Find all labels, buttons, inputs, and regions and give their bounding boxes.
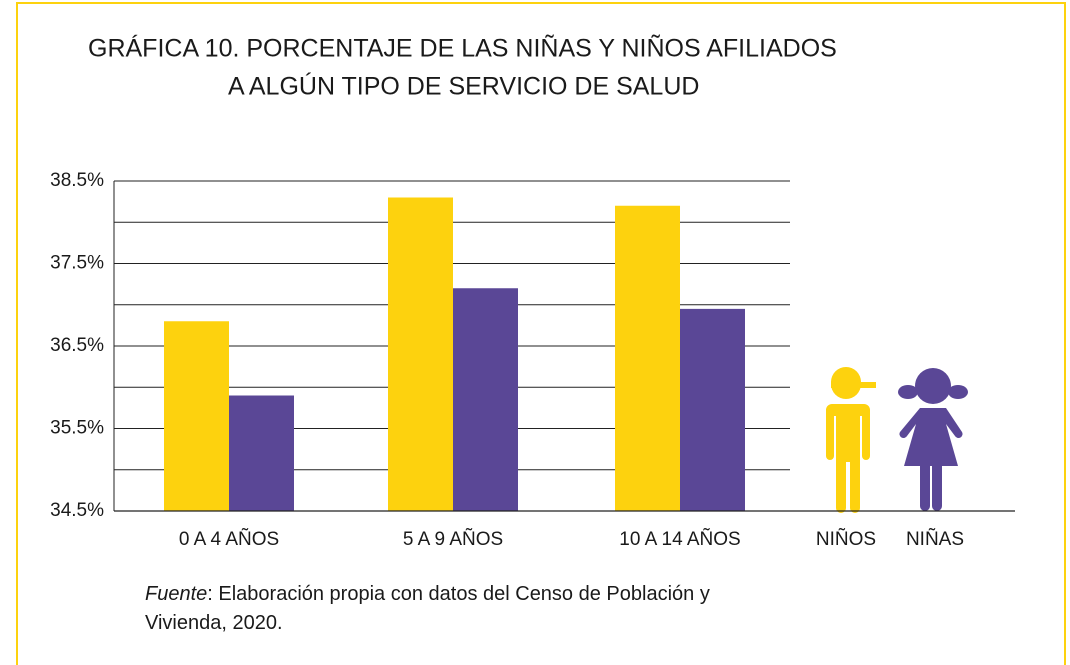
- legend-icon: [826, 367, 876, 513]
- y-tick-label: 34.5%: [50, 500, 104, 521]
- chart-title: GRÁFICA 10. PORCENTAJE DE LAS NIÑAS Y NI…: [88, 34, 837, 63]
- chart-title: A ALGÚN TIPO DE SERVICIO DE SALUD: [228, 72, 699, 101]
- source: Fuente: Elaboración propia con datos del…: [145, 580, 745, 638]
- bar: [164, 321, 229, 511]
- legend-icon: [898, 368, 968, 511]
- source-label: Fuente: [145, 583, 208, 605]
- legend-label: NIÑAS: [906, 528, 964, 550]
- source-text: : Elaboración propia con datos del Censo…: [145, 583, 710, 634]
- legend-label: NIÑOS: [816, 528, 876, 550]
- legend-icons: [826, 367, 968, 513]
- x-tick-label: 10 A 14 AÑOS: [619, 528, 740, 550]
- bar: [615, 205, 680, 511]
- bar: [229, 395, 294, 511]
- bar: [388, 197, 453, 511]
- frame: [16, 2, 1066, 665]
- bar: [680, 308, 745, 511]
- y-tick-label: 36.5%: [50, 335, 104, 356]
- x-tick-label: 5 A 9 AÑOS: [403, 528, 503, 550]
- y-tick-label: 35.5%: [50, 418, 104, 439]
- y-tick-label: 37.5%: [50, 253, 104, 274]
- x-tick-label: 0 A 4 AÑOS: [179, 528, 279, 550]
- bar: [453, 288, 518, 511]
- y-tick-label: 38.5%: [50, 170, 104, 191]
